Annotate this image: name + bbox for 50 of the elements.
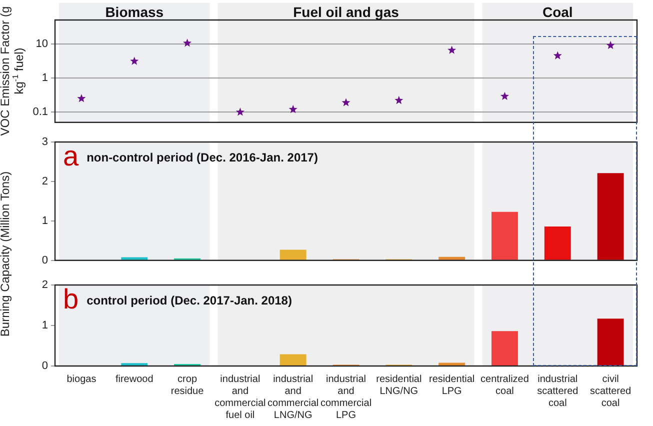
y-tick-label: 10 bbox=[36, 38, 48, 50]
annotation: control period (Dec. 2017-Jan. 2018) bbox=[86, 293, 292, 308]
bar bbox=[121, 257, 148, 260]
bar bbox=[280, 250, 306, 260]
point bbox=[288, 104, 298, 114]
y-tick-label: 2 bbox=[42, 176, 48, 188]
bar bbox=[280, 354, 306, 366]
point bbox=[500, 92, 510, 100]
point bbox=[182, 38, 192, 47]
annotation: non-control period (Dec. 2016-Jan. 2017) bbox=[86, 150, 318, 164]
band-label: Biomass bbox=[105, 4, 164, 20]
x-tick-label: industrial and commercial LNG/NG bbox=[268, 374, 319, 421]
y-tick-label: 2 bbox=[42, 279, 48, 292]
y-tick-label: 1 bbox=[42, 72, 48, 84]
bar bbox=[597, 318, 624, 366]
annotation: a bbox=[63, 140, 79, 172]
y-tick-label: 0.1 bbox=[32, 106, 48, 118]
y-axis-title: Burning Capacity (Million Tons) bbox=[0, 171, 12, 337]
y-tick-label: 1 bbox=[42, 320, 48, 332]
bar bbox=[492, 331, 518, 366]
point bbox=[606, 40, 615, 50]
bar bbox=[544, 226, 571, 260]
x-tick-label: residential LPG bbox=[429, 374, 475, 397]
x-tick-label: industrial and commercial LPG bbox=[320, 374, 372, 421]
y-tick-label: 0 bbox=[42, 254, 48, 266]
bar bbox=[438, 362, 466, 366]
annotation: b bbox=[63, 284, 79, 315]
band-label: Coal bbox=[542, 4, 573, 20]
y-tick-label: 1 bbox=[42, 214, 48, 227]
x-tick-label: civil scattered coal bbox=[590, 374, 632, 409]
x-tick-label: industrial and commercial fuel oil bbox=[214, 374, 266, 421]
x-tick-label: centralized coal bbox=[480, 374, 529, 397]
x-tick-label: crop residue bbox=[170, 374, 204, 397]
y-tick-label: 3 bbox=[42, 136, 48, 148]
bar bbox=[438, 256, 466, 260]
x-tick-label: industrial scattered coal bbox=[537, 374, 578, 409]
point bbox=[342, 98, 350, 106]
x-tick-label: biogas bbox=[66, 374, 96, 385]
bar bbox=[492, 212, 518, 260]
band-label: Fuel oil and gas bbox=[293, 4, 400, 20]
point bbox=[130, 56, 139, 65]
x-tick-label: residential LNG/NG bbox=[376, 374, 422, 397]
point bbox=[448, 46, 456, 54]
point bbox=[553, 51, 562, 60]
y-tick-label: 0 bbox=[42, 360, 48, 372]
x-tick-label: firewood bbox=[115, 374, 154, 385]
bar bbox=[597, 173, 624, 260]
point bbox=[77, 94, 86, 102]
point bbox=[394, 96, 404, 104]
point bbox=[236, 108, 244, 116]
